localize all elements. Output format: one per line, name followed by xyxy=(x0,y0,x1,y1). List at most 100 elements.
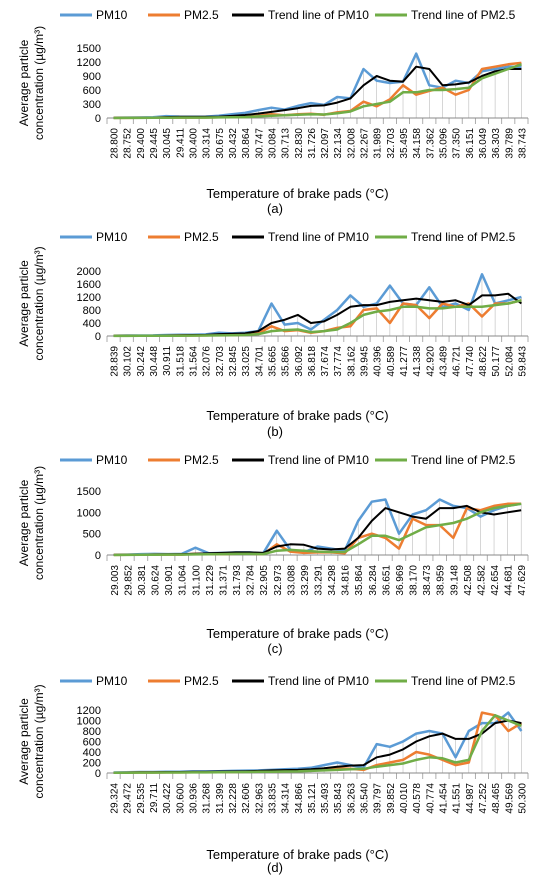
y-tick-label: 500 xyxy=(83,529,101,541)
x-tick-label: 29.411 xyxy=(175,128,186,158)
y-tick-label: 400 xyxy=(83,318,101,330)
x-tick-label: 38.170 xyxy=(409,565,420,596)
x-tick-label: 31.064 xyxy=(178,565,189,596)
y-axis-label: Average particleconcentration (µg/m³) xyxy=(17,684,46,798)
x-tick-label: 35.864 xyxy=(354,565,365,596)
x-tick-label: 30.747 xyxy=(254,128,265,159)
y-tick-label: 2000 xyxy=(77,266,101,278)
legend-entry: Trend line of PM10 xyxy=(268,230,369,244)
x-tick-label: 59.843 xyxy=(517,346,528,377)
x-tick-label: 31.564 xyxy=(189,346,200,377)
x-tick-label: 35.495 xyxy=(399,128,410,159)
x-tick-label: 36.049 xyxy=(478,128,489,159)
x-tick-label: 40.396 xyxy=(373,346,384,377)
x-tick-label: 33.025 xyxy=(241,346,252,377)
series-line-2 xyxy=(113,711,523,774)
x-tick-label: 31.229 xyxy=(205,565,216,596)
x-tick-label: 33.088 xyxy=(286,565,297,596)
x-tick-label: 34.158 xyxy=(412,128,423,159)
x-tick-label: 28.839 xyxy=(110,346,121,377)
x-tick-label: 34.816 xyxy=(341,565,352,596)
x-tick-label: 48.465 xyxy=(491,783,502,814)
x-tick-label: 50.300 xyxy=(517,783,528,814)
series-line-4 xyxy=(113,502,522,557)
x-tick-label: 40.578 xyxy=(412,783,423,814)
x-tick-label: 32.905 xyxy=(259,565,270,596)
y-tick-label: 1200 xyxy=(77,57,101,69)
x-tick-label: 33.299 xyxy=(300,565,311,596)
x-tick-label: 35.665 xyxy=(267,346,278,377)
legend-entry: PM10 xyxy=(96,230,128,244)
x-tick-label: 32.845 xyxy=(228,346,239,377)
legend-entry: PM10 xyxy=(96,453,128,467)
legend-entry: PM2.5 xyxy=(184,8,219,22)
series-line-3 xyxy=(113,292,522,337)
x-axis-label: Temperature of brake pads (°C) xyxy=(206,186,388,201)
y-tick-label: 800 xyxy=(83,726,101,738)
y-tick-label: 1500 xyxy=(77,486,101,498)
x-tick-label: 30.713 xyxy=(281,128,292,159)
x-tick-label: 30.381 xyxy=(137,565,148,596)
x-tick-label: 29.535 xyxy=(136,783,147,814)
series-line-4 xyxy=(113,299,522,338)
x-tick-label: 30.911 xyxy=(162,346,173,376)
x-tick-label: 30.901 xyxy=(164,565,175,596)
panel-label: (b) xyxy=(267,424,283,439)
x-tick-label: 33.835 xyxy=(267,783,278,814)
series-line-1 xyxy=(113,52,522,120)
x-tick-label: 41.454 xyxy=(438,783,449,814)
x-tick-label: 32.228 xyxy=(228,783,239,814)
y-tick-label: 600 xyxy=(83,737,101,749)
x-tick-label: 37.774 xyxy=(333,346,344,377)
x-tick-label: 36.540 xyxy=(360,783,371,814)
series-line-4 xyxy=(113,714,522,775)
x-tick-label: 36.263 xyxy=(346,783,357,814)
y-tick-label: 900 xyxy=(83,71,101,83)
x-tick-label: 47.740 xyxy=(465,346,476,377)
x-tick-label: 30.045 xyxy=(162,128,173,159)
x-tick-label: 29.472 xyxy=(123,783,134,814)
x-tick-label: 31.268 xyxy=(202,783,213,814)
x-tick-label: 32.784 xyxy=(246,565,257,596)
x-tick-label: 32.267 xyxy=(360,128,371,159)
x-tick-label: 32.008 xyxy=(346,128,357,159)
x-tick-label: 47.629 xyxy=(517,565,528,596)
x-tick-label: 38.743 xyxy=(517,128,528,159)
y-tick-label: 1000 xyxy=(77,716,101,728)
y-tick-label: 1200 xyxy=(77,705,101,717)
x-tick-label: 31.518 xyxy=(175,346,186,377)
y-tick-label: 1000 xyxy=(77,507,101,519)
x-tick-label: 38.473 xyxy=(422,565,433,596)
x-tick-label: 39.789 xyxy=(504,128,515,159)
x-axis-label: Temperature of brake pads (°C) xyxy=(206,847,388,862)
x-tick-label: 32.076 xyxy=(202,346,213,377)
x-tick-label: 31.793 xyxy=(232,565,243,596)
chart-panel-c: PM10 PM2.5 Trend line of PM10 Trend line of… xyxy=(17,453,529,656)
legend-entry: Trend line of PM10 xyxy=(268,674,369,688)
x-tick-label: 37.350 xyxy=(452,128,463,159)
x-tick-label: 30.624 xyxy=(151,565,162,596)
y-axis-label: Average particleconcentration (µg/m³) xyxy=(17,466,46,580)
legend-entry: Trend line of PM2.5 xyxy=(411,230,516,244)
x-tick-label: 32.703 xyxy=(215,346,226,377)
x-tick-label: 38.959 xyxy=(436,565,447,596)
x-tick-label: 44.987 xyxy=(465,783,476,814)
x-tick-label: 29.400 xyxy=(136,128,147,159)
x-tick-label: 42.654 xyxy=(490,565,501,596)
x-tick-label: 31.371 xyxy=(218,565,229,596)
x-tick-label: 48.622 xyxy=(478,346,489,377)
x-tick-label: 33.291 xyxy=(314,565,325,596)
x-tick-label: 36.303 xyxy=(491,128,502,159)
x-tick-label: 30.600 xyxy=(175,783,186,814)
x-tick-label: 42.582 xyxy=(476,565,487,596)
x-axis-label: Temperature of brake pads (°C) xyxy=(206,626,388,641)
x-tick-label: 35.866 xyxy=(281,346,292,377)
x-tick-label: 30.432 xyxy=(228,128,239,159)
x-tick-label: 32.097 xyxy=(320,128,331,159)
x-tick-label: 31.989 xyxy=(373,128,384,159)
y-tick-label: 800 xyxy=(83,305,101,317)
legend-entry: PM10 xyxy=(96,8,128,22)
x-tick-label: 38.162 xyxy=(346,346,357,377)
y-axis-label: Average particleconcentration (µg/m³) xyxy=(17,26,46,140)
